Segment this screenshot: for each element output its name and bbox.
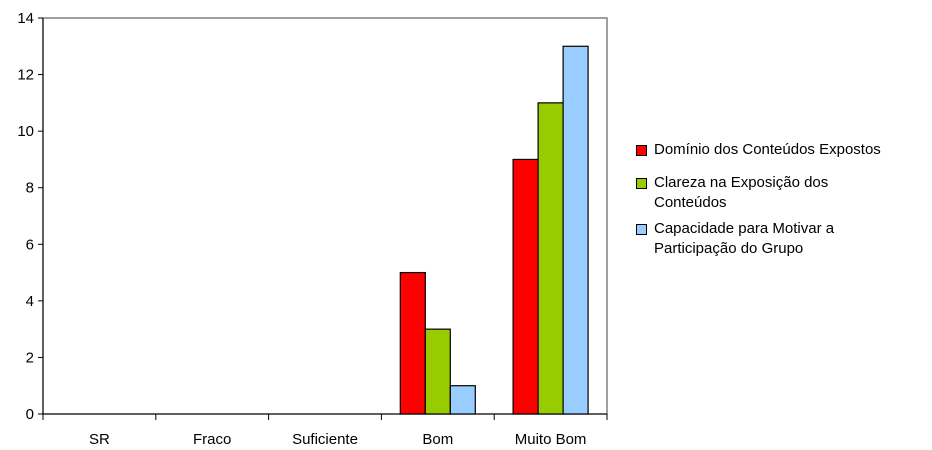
x-tick-label: Bom	[422, 431, 453, 448]
y-tick-label: 8	[26, 180, 34, 197]
y-tick-label: 10	[17, 123, 34, 140]
bar	[449, 385, 476, 415]
bar	[512, 158, 539, 415]
x-tick-label: Fraco	[193, 431, 231, 448]
y-tick-label: 12	[17, 67, 34, 84]
legend-swatch	[636, 145, 647, 156]
bar	[424, 328, 451, 415]
bar	[537, 102, 564, 415]
y-tick-label: 6	[26, 236, 34, 253]
legend-item: Capacidade para Motivar a Participação d…	[636, 219, 914, 259]
legend-item: Domínio dos Conteúdos Expostos	[636, 140, 932, 160]
y-tick-label: 14	[17, 10, 34, 27]
legend-swatch	[636, 178, 647, 189]
legend-label: Domínio dos Conteúdos Expostos	[654, 141, 881, 158]
legend-label: Clareza na Exposição dos Conteúdos	[654, 174, 829, 211]
chart-legend: Domínio dos Conteúdos Expostos Clareza na…	[636, 140, 932, 259]
y-tick-label: 2	[26, 349, 34, 366]
legend-label: Capacidade para Motivar a Participação d…	[654, 220, 835, 257]
bar	[399, 271, 426, 415]
y-tick-label: 4	[26, 293, 34, 310]
legend-swatch	[636, 224, 647, 235]
x-tick-label: Suficiente	[292, 431, 358, 448]
y-tick-label: 0	[26, 406, 34, 423]
x-tick-label: SR	[89, 431, 110, 448]
legend-item: Clareza na Exposição dos Conteúdos	[636, 173, 884, 213]
bar	[562, 45, 589, 415]
x-tick-label: Muito Bom	[515, 431, 587, 448]
